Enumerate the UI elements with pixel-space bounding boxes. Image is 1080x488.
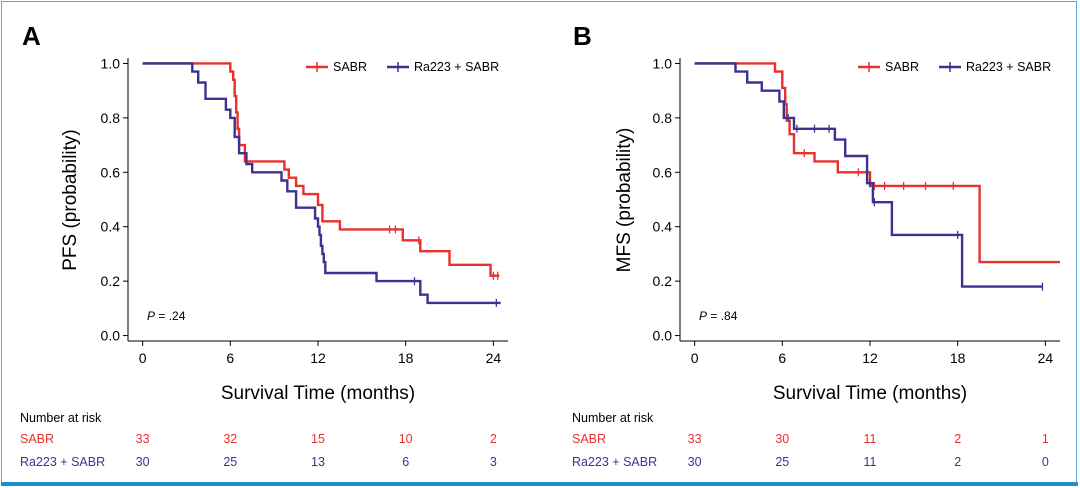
panel-b-y-tick-label: 0.8 (653, 110, 673, 126)
panel-b: B MFS (probability) Survival Time (month… (572, 21, 1060, 469)
panel-b-risk-row-sabr-label: SABR (572, 432, 606, 446)
panel-b-x-tick-label: 12 (862, 350, 878, 366)
panel-b-y-tick-label: 0.2 (653, 273, 673, 289)
panel-b-risk-title: Number at risk (572, 411, 654, 425)
panel-b-risk-value: 0 (1042, 455, 1049, 469)
figure-bottom-rule (1, 482, 1078, 486)
panel-a-series-line-sabr (142, 62, 500, 277)
panel-b-risk-value: 2 (954, 432, 961, 446)
panel-b-label: B (573, 21, 592, 51)
panel-a-legend-sabr: SABR (333, 60, 367, 74)
panel-b-risk-value: 25 (775, 455, 789, 469)
panel-a-risk-table: Number at risk SABR Ra223 + SABR 33 32 15 1… (20, 411, 497, 469)
panel-a-plot: 0.0 0.2 0.4 0.6 0.8 1.0 0 6 12 18 24 (101, 55, 508, 366)
panel-b-series-line-sabr (694, 62, 1060, 264)
panel-b-risk-value: 11 (864, 432, 877, 446)
svg-text:P = .84: P = .84 (699, 309, 738, 323)
panel-a-risk-value: 25 (223, 455, 237, 469)
panel-b-p-label: P (699, 309, 707, 323)
panel-a-x-tick-label: 0 (139, 350, 147, 366)
panel-a-risk-value: 33 (136, 432, 150, 446)
panel-a: A PFS (probability) Survival Time (month… (20, 21, 508, 469)
panel-b-risk-value: 2 (954, 455, 961, 469)
panel-b-risk-row-ra223-label: Ra223 + SABR (572, 455, 657, 469)
panel-b-x-tick-label: 6 (778, 350, 786, 366)
panel-b-risk-values: 33 30 11 2 1 30 25 11 2 0 (688, 432, 1049, 469)
panel-b-risk-value: 30 (688, 455, 702, 469)
panel-b-x-tick-label: 0 (691, 350, 699, 366)
panel-b-plot: 0.0 0.2 0.4 0.6 0.8 1.0 0 6 12 18 24 (653, 55, 1060, 366)
panel-b-x-tick-label: 18 (950, 350, 966, 366)
panel-b-legend-sabr: SABR (885, 60, 919, 74)
panel-b-risk-value: 1 (1042, 432, 1049, 446)
panel-a-risk-title: Number at risk (20, 411, 102, 425)
panel-a-legend: SABR Ra223 + SABR (306, 60, 499, 74)
panel-a-y-tick-label: 1.0 (101, 55, 121, 71)
panel-b-y-tick-label: 1.0 (653, 55, 673, 71)
panel-a-risk-value: 10 (399, 432, 413, 446)
panel-b-y-tick-label: 0.6 (653, 164, 673, 180)
panel-b-ylabel: MFS (probability) (614, 128, 635, 273)
panel-a-y-tick-label: 0.4 (101, 219, 121, 235)
panel-a-x-tick-label: 12 (310, 350, 326, 366)
panel-b-risk-value: 30 (775, 432, 789, 446)
panel-a-x-tick-label: 6 (226, 350, 234, 366)
panel-a-p-text: = .24 (155, 309, 186, 323)
panel-b-legend-ra223: Ra223 + SABR (966, 60, 1051, 74)
panel-b-series-line-ra223-sabr (694, 62, 1043, 288)
panel-a-legend-ra223: Ra223 + SABR (414, 60, 499, 74)
panel-a-y-tick-label: 0.2 (101, 273, 121, 289)
panel-a-y-tick-label: 0.0 (101, 328, 121, 344)
panel-b-y-tick-label: 0.0 (653, 328, 673, 344)
svg-text:P = .24: P = .24 (147, 309, 186, 323)
panel-a-risk-value: 6 (402, 455, 409, 469)
panel-a-ylabel: PFS (probability) (60, 129, 81, 271)
panel-a-risk-values: 33 32 15 10 2 30 25 13 6 3 (136, 432, 497, 469)
panel-a-risk-value: 15 (311, 432, 325, 446)
panel-b-p-value: P = .84 (699, 309, 738, 323)
panel-a-risk-row-sabr-label: SABR (20, 432, 54, 446)
panel-b-xlabel: Survival Time (months) (773, 383, 967, 404)
panel-a-y-tick-label: 0.6 (101, 164, 121, 180)
panel-a-x-tick-label: 18 (398, 350, 414, 366)
panel-a-risk-value: 32 (223, 432, 237, 446)
panel-a-x-tick-label: 24 (486, 350, 502, 366)
panel-a-risk-row-ra223-label: Ra223 + SABR (20, 455, 105, 469)
panel-a-xlabel: Survival Time (months) (221, 383, 415, 404)
panel-a-p-value: P = .24 (147, 309, 186, 323)
panel-b-risk-value: 11 (864, 455, 877, 469)
panel-a-risk-value: 13 (311, 455, 325, 469)
panel-b-risk-table: Number at risk SABR Ra223 + SABR 33 30 11 2… (572, 411, 1049, 469)
panel-a-p-label: P (147, 309, 155, 323)
panel-a-risk-value: 30 (136, 455, 150, 469)
panel-a-label: A (22, 21, 41, 51)
panel-b-p-text: = .84 (707, 309, 738, 323)
panel-b-legend: SABR Ra223 + SABR (858, 60, 1051, 74)
panel-a-risk-value: 2 (490, 432, 497, 446)
panel-b-x-tick-label: 24 (1038, 350, 1054, 366)
panel-a-y-tick-label: 0.8 (101, 110, 121, 126)
panel-b-y-tick-label: 0.4 (653, 219, 673, 235)
panel-a-risk-value: 3 (490, 455, 497, 469)
panel-a-series-line-ra223-sabr (142, 62, 501, 305)
panel-b-risk-value: 33 (688, 432, 702, 446)
